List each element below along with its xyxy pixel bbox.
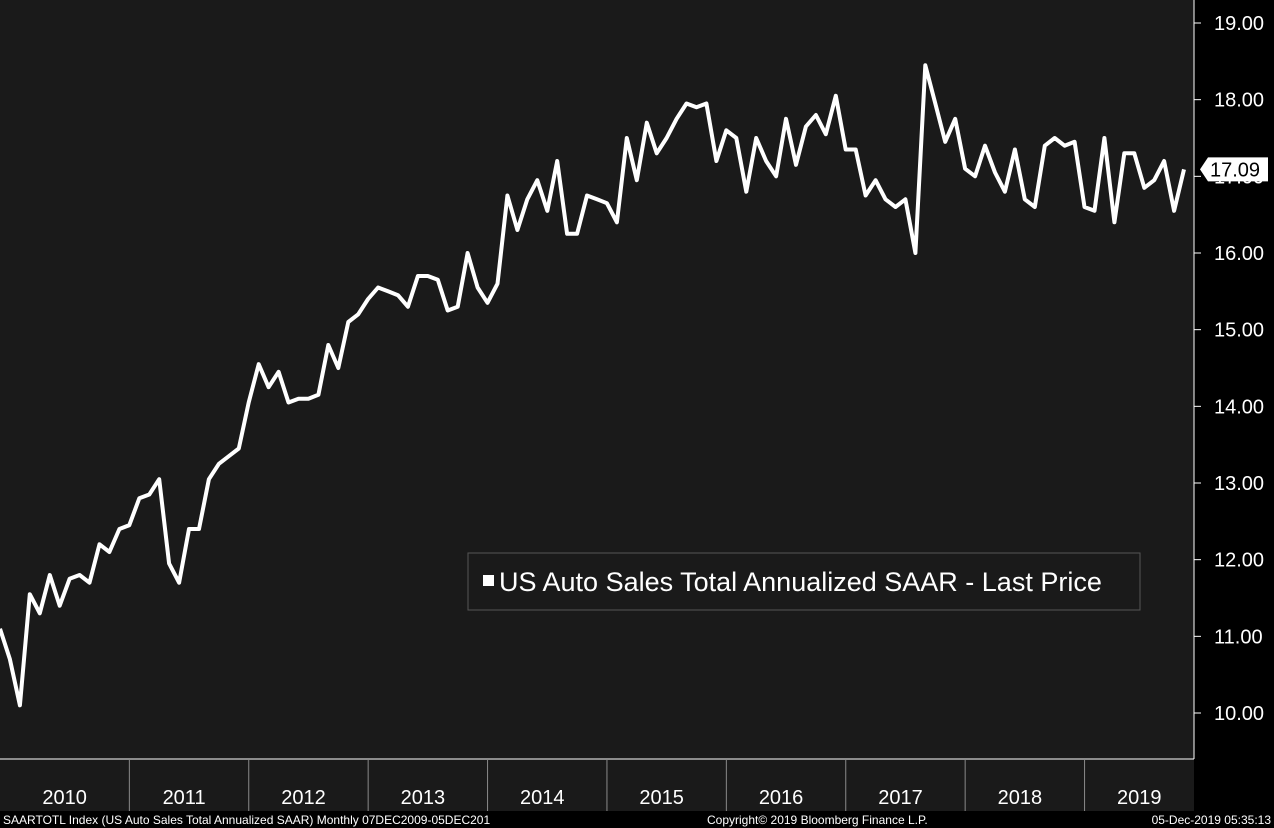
legend-swatch: [483, 575, 494, 586]
y-axis-ticks: 10.0011.0012.0013.0014.0015.0016.0017.00…: [1194, 13, 1264, 725]
x-year-label: 2010: [42, 787, 87, 809]
x-year-label: 2019: [1117, 787, 1162, 809]
last-value-badge: [1200, 157, 1268, 182]
y-tick-label: 12.00: [1214, 550, 1264, 572]
x-axis-year-labels: 2010 2011 2012 2013 2014 2015 2016 2017 2018 2019: [42, 759, 1162, 811]
last-value-label: 17.09: [1200, 157, 1268, 182]
y-tick-label: 16.00: [1214, 243, 1264, 265]
y-tick-label: 15.00: [1214, 320, 1264, 342]
footer: SAARTOTL Index (US Auto Sales Total Annu…: [3, 813, 1271, 827]
y-tick-label: 11.00: [1214, 626, 1263, 648]
x-year-label: 2016: [759, 787, 804, 809]
x-year-label: 2015: [639, 787, 684, 809]
y-tick-label: 10.00: [1214, 703, 1264, 725]
last-value-text: 17.09: [1210, 159, 1260, 181]
legend-entry: US Auto Sales Total Annualized SAAR - La…: [499, 567, 1102, 597]
x-year-label: 2013: [401, 787, 446, 809]
footer-timestamp: 05-Dec-2019 05:35:13: [1152, 813, 1272, 827]
y-tick-label: 14.00: [1214, 396, 1264, 418]
x-axis-band: [0, 759, 1194, 811]
legend-box: [467, 552, 1141, 611]
x-year-label: 2012: [281, 787, 326, 809]
x-year-label: 2018: [998, 787, 1043, 809]
y-tick-label: 19.00: [1214, 13, 1264, 35]
footer-source: SAARTOTL Index (US Auto Sales Total Annu…: [3, 813, 490, 827]
footer-copyright: Copyright© 2019 Bloomberg Finance L.P.: [707, 813, 928, 827]
x-year-label: 2017: [878, 787, 923, 809]
legend: US Auto Sales Total Annualized SAAR - La…: [467, 552, 1141, 611]
plot-area: [0, 0, 1194, 759]
x-year-label: 2011: [163, 787, 206, 809]
series-line: [0, 63, 1186, 708]
y-tick-label: 18.00: [1214, 90, 1264, 112]
x-year-label: 2014: [520, 787, 565, 809]
y-tick-label: 13.00: [1214, 473, 1264, 495]
